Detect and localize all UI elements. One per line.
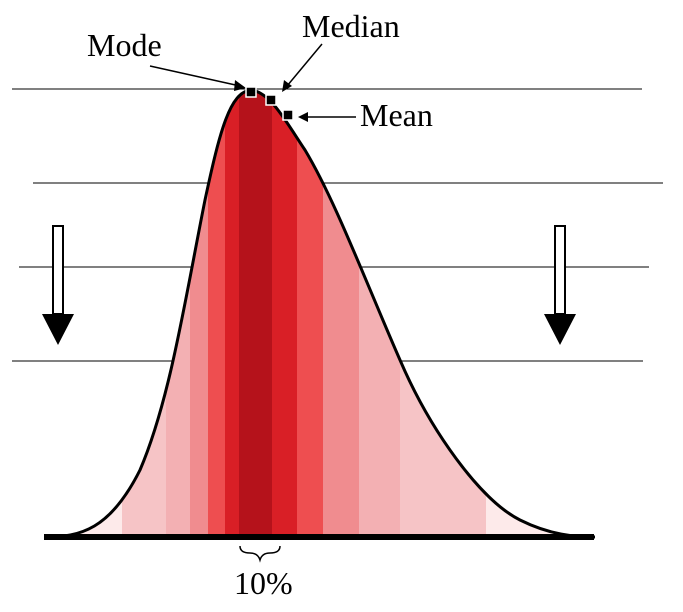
band bbox=[323, 90, 359, 537]
percent-label: 10% bbox=[234, 565, 293, 601]
mode-label: Mode bbox=[87, 27, 162, 63]
band bbox=[272, 90, 297, 537]
curly-brace-icon bbox=[239, 545, 281, 563]
median-marker bbox=[265, 94, 277, 106]
band bbox=[190, 90, 208, 537]
mean-marker bbox=[282, 109, 294, 121]
distribution-curve bbox=[44, 88, 596, 539]
band bbox=[400, 90, 486, 537]
band bbox=[208, 90, 225, 537]
mode-pointer-head bbox=[234, 80, 246, 91]
mode-pointer bbox=[149, 65, 241, 87]
down-arrow-icon bbox=[42, 225, 74, 345]
median-pointer-head bbox=[282, 80, 292, 92]
band bbox=[486, 90, 595, 537]
mode-marker bbox=[245, 86, 257, 98]
band bbox=[297, 90, 323, 537]
median-label: Median bbox=[302, 8, 400, 44]
mean-label: Mean bbox=[360, 97, 433, 133]
down-arrow-icon bbox=[544, 225, 576, 345]
median-pointer bbox=[286, 43, 323, 87]
band bbox=[122, 90, 166, 537]
mean-pointer-head bbox=[298, 112, 308, 122]
band bbox=[359, 90, 400, 537]
band bbox=[239, 90, 272, 537]
band bbox=[225, 90, 239, 537]
